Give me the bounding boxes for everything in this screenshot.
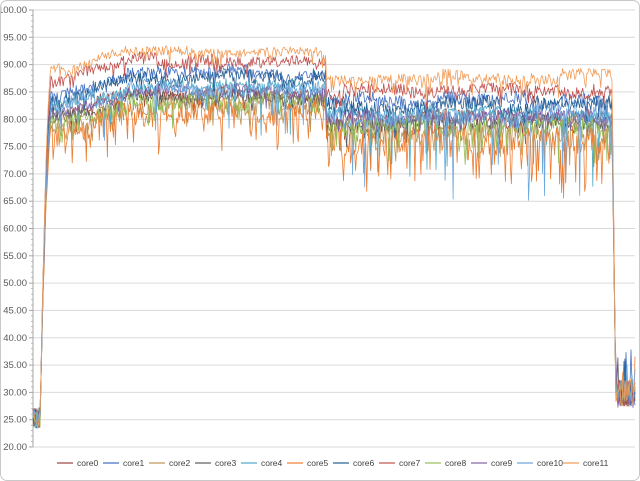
series-core11-line — [32, 45, 636, 429]
y-tick-label: 30.00 — [3, 387, 27, 398]
legend-label-core3: core3 — [215, 458, 237, 468]
legend-item-core0: core0 — [57, 458, 99, 468]
legend-label-core4: core4 — [261, 458, 283, 468]
legend-item-core3: core3 — [195, 458, 237, 468]
legend-label-core7: core7 — [399, 458, 421, 468]
legend-item-core11: core11 — [563, 458, 609, 468]
legend-label-core1: core1 — [123, 458, 145, 468]
legend: core0 core1 core2 core3 core4 core5 core6 core7… — [57, 458, 609, 468]
y-axis-labels: 100.00 95.00 90.00 85.00 80.00 75.00 70.00 65.0… — [1, 5, 27, 453]
y-tick-label: 60.00 — [3, 224, 27, 235]
series-core5-line — [32, 97, 636, 424]
legend-item-core10: core10 — [517, 458, 563, 468]
legend-label-core2: core2 — [169, 458, 191, 468]
legend-label-core8: core8 — [445, 458, 467, 468]
legend-item-core4: core4 — [241, 458, 283, 468]
y-tick-label: 90.00 — [3, 60, 27, 71]
series-core3-line — [32, 88, 636, 427]
series-core0-line — [32, 85, 636, 429]
legend-label-core0: core0 — [77, 458, 99, 468]
legend-item-core7: core7 — [379, 458, 421, 468]
y-tick-label: 25.00 — [3, 415, 27, 426]
series-lines — [32, 45, 636, 429]
y-tick-label: 45.00 — [3, 305, 27, 316]
legend-label-core5: core5 — [307, 458, 329, 468]
y-tick-label: 100.00 — [1, 5, 27, 16]
y-tick-label: 65.00 — [3, 196, 27, 207]
legend-label-core6: core6 — [353, 458, 375, 468]
y-tick-label: 80.00 — [3, 114, 27, 125]
series-core7-line — [32, 51, 636, 427]
legend-label-core10: core10 — [537, 458, 563, 468]
y-tick-label: 75.00 — [3, 142, 27, 153]
legend-label-core9: core9 — [491, 458, 513, 468]
legend-item-core9: core9 — [471, 458, 513, 468]
series-core8-line — [32, 90, 636, 428]
legend-item-core5: core5 — [287, 458, 329, 468]
y-tick-label: 85.00 — [3, 87, 27, 98]
series-core6-line — [32, 68, 636, 429]
series-core10-line — [32, 78, 636, 429]
y-tick-label: 40.00 — [3, 333, 27, 344]
y-tick-label: 50.00 — [3, 278, 27, 289]
y-tick-label: 35.00 — [3, 360, 27, 371]
legend-item-core2: core2 — [149, 458, 191, 468]
y-axis — [29, 9, 34, 448]
legend-label-core11: core11 — [583, 458, 609, 468]
series-core9-line — [32, 82, 636, 427]
legend-item-core8: core8 — [425, 458, 467, 468]
y-tick-label: 95.00 — [3, 32, 27, 43]
y-tick-label: 20.00 — [3, 442, 27, 453]
legend-item-core6: core6 — [333, 458, 375, 468]
legend-item-core1: core1 — [103, 458, 145, 468]
y-tick-label: 70.00 — [3, 169, 27, 180]
y-tick-label: 55.00 — [3, 251, 27, 262]
